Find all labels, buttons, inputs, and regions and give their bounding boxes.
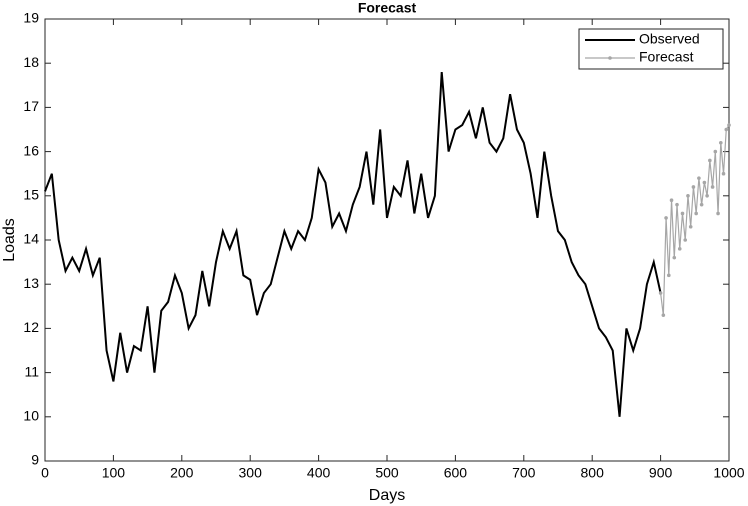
x-tick-label: 500 — [375, 465, 399, 481]
series-marker — [710, 185, 715, 189]
x-tick-label: 0 — [41, 465, 49, 481]
y-tick-label: 17 — [23, 98, 39, 114]
series-line — [660, 124, 730, 316]
legend-label: Observed — [639, 31, 700, 47]
series-marker — [661, 313, 666, 317]
series-marker — [718, 140, 723, 145]
y-tick-label: 10 — [23, 408, 39, 424]
series-marker — [705, 194, 709, 198]
series-marker — [658, 291, 663, 295]
y-tick-label: 15 — [23, 187, 39, 203]
x-tick-label: 1000 — [713, 465, 744, 481]
x-tick-label: 800 — [581, 465, 605, 481]
series-marker — [680, 211, 685, 216]
x-tick-label: 600 — [444, 465, 468, 481]
series-marker — [694, 211, 698, 216]
y-tick-label: 16 — [23, 142, 39, 158]
series-marker — [688, 224, 693, 229]
x-tick-label: 700 — [512, 465, 536, 481]
x-tick-label: 300 — [239, 465, 263, 481]
series-marker — [691, 185, 696, 189]
x-tick-label: 200 — [170, 465, 194, 481]
series-line — [44, 71, 662, 417]
y-tick-label: 13 — [23, 275, 39, 291]
x-tick-label: 900 — [649, 465, 673, 481]
y-tick-label: 9 — [31, 452, 39, 468]
y-tick-label: 18 — [23, 54, 39, 70]
series-marker — [675, 202, 679, 207]
legend-marker — [608, 56, 612, 60]
x-axis-label: Days — [369, 487, 405, 504]
x-tick-label: 400 — [307, 465, 331, 481]
y-tick-label: 19 — [23, 10, 39, 26]
legend-label: Forecast — [639, 49, 694, 65]
y-tick-label: 11 — [24, 363, 39, 379]
series-marker — [697, 176, 701, 180]
plot-area — [44, 18, 730, 462]
series-marker — [699, 202, 704, 207]
x-tick-label: 100 — [102, 465, 126, 481]
series-marker — [677, 247, 682, 251]
chart-title: Forecast — [358, 0, 417, 16]
y-tick-label: 12 — [23, 319, 39, 335]
series-marker — [716, 211, 720, 216]
legend-box — [578, 28, 724, 70]
series-marker — [708, 158, 712, 163]
series-marker — [686, 194, 690, 198]
series-marker — [664, 216, 668, 220]
series-marker — [672, 255, 677, 260]
series-marker — [669, 198, 674, 203]
series-marker — [713, 149, 718, 154]
series-marker — [721, 171, 726, 176]
series-marker — [683, 238, 688, 242]
series-marker — [727, 123, 731, 127]
series-marker — [724, 127, 729, 132]
series-marker — [702, 180, 707, 185]
y-tick-label: 14 — [23, 231, 39, 247]
series-marker — [667, 273, 671, 278]
y-axis-label: Loads — [1, 218, 18, 262]
